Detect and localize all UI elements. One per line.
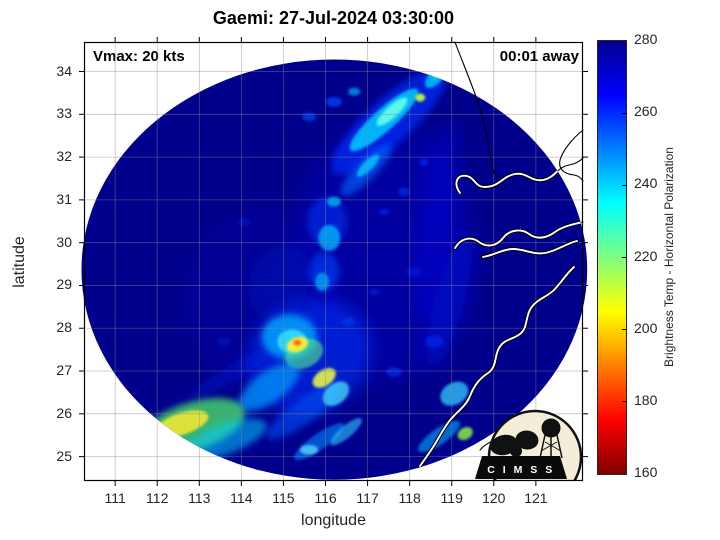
- tb-feature: [302, 112, 317, 122]
- coastline: [454, 41, 503, 184]
- tb-feature: [376, 97, 408, 126]
- y-tick-label: 32: [56, 148, 72, 165]
- coastline: [559, 129, 584, 182]
- y-tick-label: 31: [56, 190, 72, 207]
- tb-feature: [398, 187, 411, 196]
- y-axis-label: latitude: [11, 236, 28, 288]
- colorbar-tick-label: 280: [634, 31, 658, 47]
- tb-feature: [238, 217, 251, 226]
- colorbar-tick-label: 220: [634, 247, 658, 264]
- tb-feature: [239, 363, 299, 411]
- x-tick-label: 114: [230, 490, 253, 506]
- colorbar-gradient: [598, 41, 626, 474]
- plot-title: Gaemi: 27-Jul-2024 03:30:00: [212, 8, 455, 28]
- tb-feature: [330, 418, 362, 446]
- colorbar-tick-mark: [622, 329, 627, 331]
- y-tick-label: 26: [56, 404, 72, 421]
- x-tick-label: 121: [524, 490, 548, 506]
- tb-feature: [378, 208, 390, 216]
- river: [454, 221, 584, 249]
- tb-feature: [457, 426, 473, 441]
- river: [482, 240, 578, 258]
- tb-feature: [386, 366, 403, 377]
- x-tick-label: 116: [314, 490, 337, 506]
- colorbar-tick-mark: [622, 257, 627, 258]
- tb-feature: [322, 381, 350, 407]
- satellite-dish-icon: [515, 430, 539, 450]
- tb-feature: [300, 444, 319, 455]
- x-tick-label: 117: [356, 490, 379, 506]
- colorbar-tick-label: 260: [634, 103, 658, 120]
- colorbar: [597, 40, 627, 475]
- water-tower-icon: [541, 418, 561, 438]
- tb-feature: [348, 87, 361, 96]
- x-tick-label: 120: [482, 490, 506, 506]
- colorbar-tick-mark: [622, 112, 627, 114]
- colorbar-tick-label: 160: [634, 464, 658, 480]
- tb-feature: [369, 288, 380, 296]
- tb-feature: [312, 367, 336, 388]
- tb-feature: [325, 96, 342, 107]
- tb-feature: [190, 345, 278, 398]
- tb-feature: [217, 337, 232, 347]
- cimss-logo: C I M S S: [475, 409, 583, 481]
- colorbar-tick-label: 240: [634, 175, 658, 192]
- tb-feature: [326, 196, 341, 207]
- tb-feature: [247, 242, 311, 321]
- tb-feature: [356, 154, 380, 177]
- tb-feature: [418, 157, 430, 166]
- logo-banner: [475, 456, 567, 479]
- y-tick-label: 30: [56, 233, 72, 250]
- x-tick-label: 119: [440, 490, 463, 506]
- x-tick-label: 115: [272, 490, 295, 506]
- x-axis-label: longitude: [301, 512, 366, 529]
- y-tick-label: 29: [56, 276, 72, 293]
- x-tick-label: 118: [398, 490, 421, 506]
- colorbar-tick-mark: [622, 401, 627, 403]
- time-away-label: 00:01 away: [499, 48, 579, 65]
- tb-feature: [266, 384, 342, 440]
- colorbar-tick-label: 200: [634, 319, 658, 336]
- tb-feature: [342, 317, 356, 326]
- tb-feature: [413, 122, 459, 321]
- tb-feature: [415, 93, 426, 102]
- y-tick-label: 34: [56, 62, 72, 79]
- y-tick-label: 27: [56, 362, 72, 379]
- colorbar-tick-labels: 160 180 200 220 240 260 280: [634, 0, 678, 540]
- x-tick-label: 111: [104, 490, 126, 506]
- tb-feature: [293, 339, 302, 346]
- tb-feature: [318, 224, 341, 252]
- logo-text: C I M S S: [487, 464, 554, 476]
- y-tick-label: 28: [56, 319, 72, 336]
- satellite-map: C I M S S: [79, 37, 588, 486]
- vmax-label: Vmax: 20 kts: [93, 48, 185, 65]
- tb-feature: [406, 266, 423, 277]
- tb-feature: [315, 272, 330, 291]
- colorbar-tick-label: 180: [634, 391, 658, 408]
- y-tick-label: 25: [56, 447, 72, 464]
- axes-frame: [79, 37, 588, 486]
- tb-feature: [426, 234, 473, 370]
- y-tick-label: 33: [56, 105, 72, 122]
- tb-feature: [425, 335, 444, 348]
- colorbar-title: Brightness Temp - Horizontal Polarizatio…: [662, 147, 676, 367]
- colorbar-tick-mark: [622, 184, 627, 186]
- x-tick-label: 113: [188, 490, 211, 506]
- x-tick-label: 112: [146, 490, 169, 506]
- grid-layer: [84, 42, 583, 481]
- coastline: [419, 266, 575, 467]
- tb-feature: [440, 381, 469, 406]
- tb-feature: [432, 59, 452, 79]
